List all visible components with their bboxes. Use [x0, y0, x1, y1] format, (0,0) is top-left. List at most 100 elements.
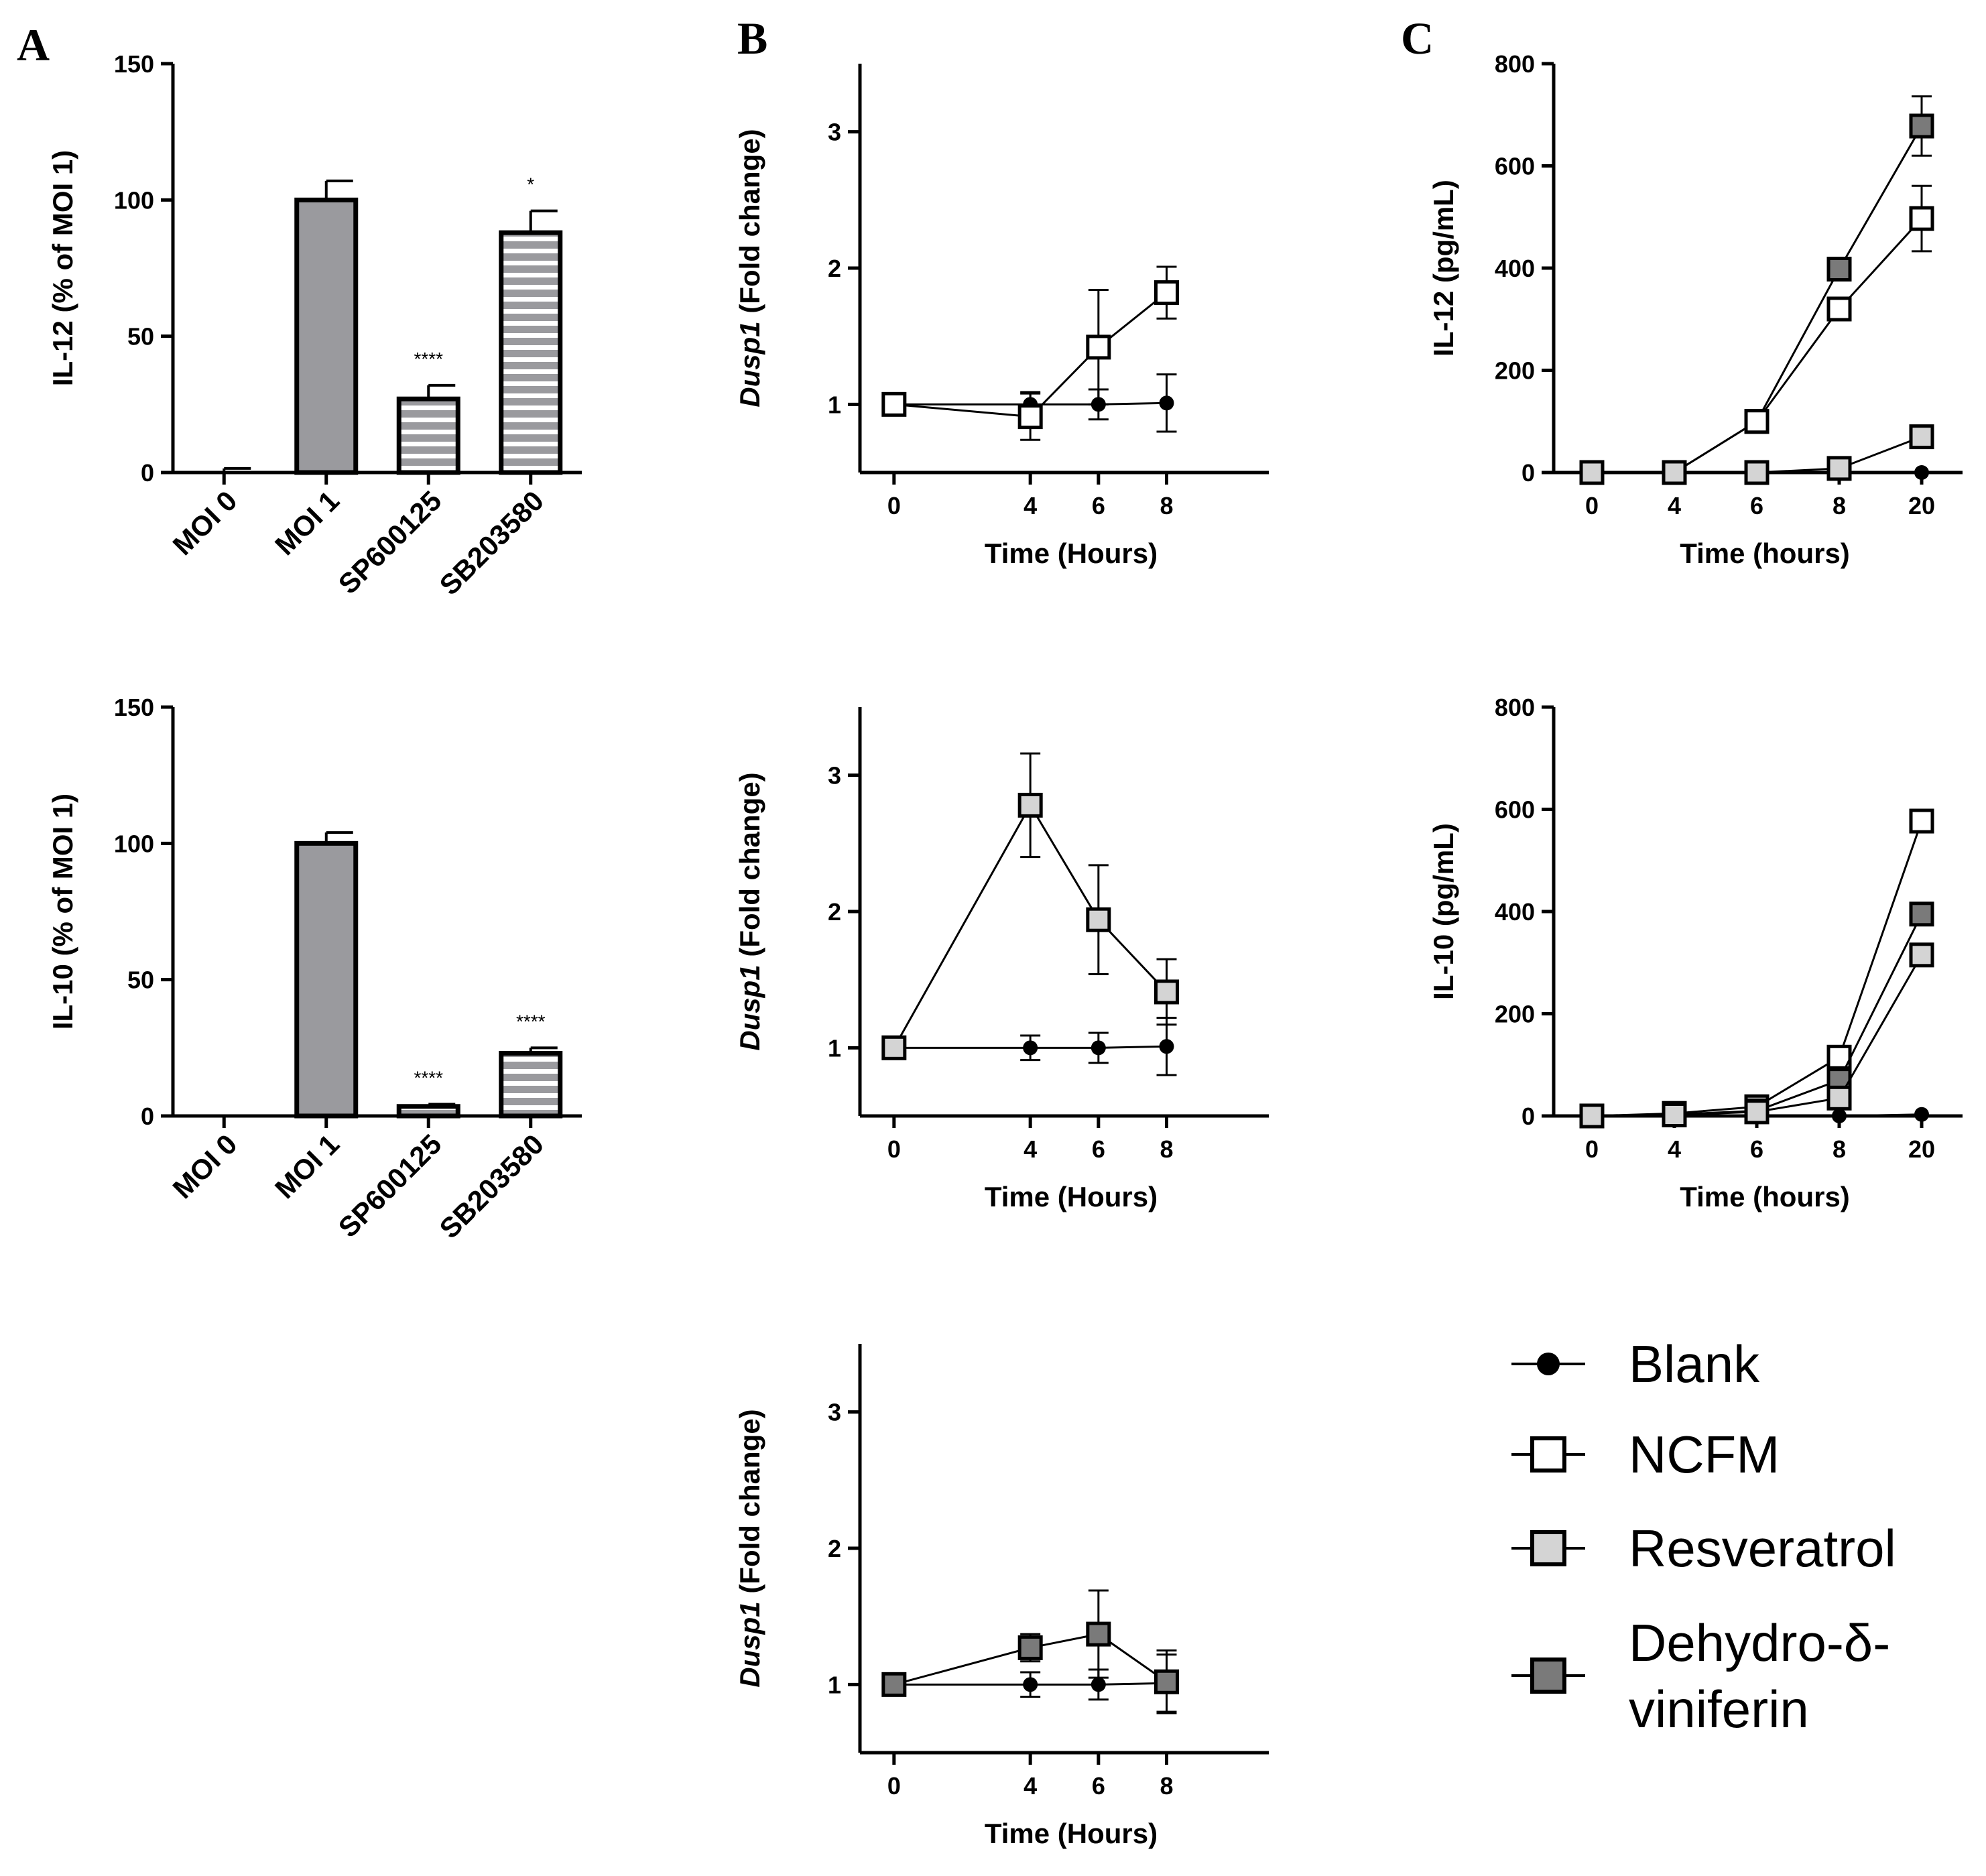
c1-x-tick-label-4: 20 [1908, 492, 1935, 519]
b1-x-tick-label-2: 6 [1092, 492, 1105, 519]
b3-x-tick-label-3: 8 [1160, 1772, 1173, 1800]
c2-y-axis-label: IL-10 (pg/mL) [1428, 823, 1459, 1000]
c1-x-tick-label-1: 4 [1668, 492, 1681, 519]
a2-x-tick-label-1: MOI 1 [269, 1128, 345, 1204]
b1-y-tick-label-0: 1 [828, 391, 841, 418]
b3-y-tick-label-0: 1 [828, 1671, 841, 1698]
c2-y-tick-label-1: 200 [1495, 1001, 1535, 1028]
a2-bar-3 [499, 1050, 563, 1119]
b2-x-tick-label-2: 6 [1092, 1135, 1105, 1163]
a2-x-tick-label-3: SB203580 [434, 1128, 550, 1245]
a2-y-tick-label-0: 0 [141, 1103, 154, 1130]
b3-y-axis-label-unit: (Fold change) [734, 1409, 765, 1601]
b3-x-tick-label-1: 4 [1023, 1772, 1037, 1800]
legend: Blank NCFM Resveratrol Dehydro-δ- vinife… [1511, 1334, 1896, 1739]
a2-y-tick-label-1: 50 [127, 966, 154, 994]
b1-ncfm-line [893, 292, 1168, 418]
b1-blank-line [893, 401, 1167, 405]
c1-resveratrol-point-0 [1579, 460, 1605, 485]
c2-x-tick-label-4: 20 [1908, 1135, 1935, 1163]
c1-dehydro-point-3 [1826, 257, 1852, 282]
c1-y-tick-label-2: 400 [1495, 255, 1535, 282]
c1-x-tick-label-3: 8 [1833, 492, 1846, 519]
b3-blank-point-2 [1091, 1677, 1106, 1692]
c2-x-axis-label: Time (hours) [1680, 1181, 1850, 1212]
b2-blank-point-2 [1091, 1040, 1106, 1056]
b3-y-axis-label-gene: Dusp1 [734, 1601, 765, 1687]
b2-blank-line [893, 1045, 1167, 1049]
panel-letter-c: C [1401, 13, 1434, 64]
b2-x-tick-label-0: 0 [887, 1135, 901, 1163]
b2-resveratrol-point-1 [1017, 792, 1043, 818]
legend-marker-resveratrol [1530, 1530, 1566, 1566]
a1-x-tick-label-0: MOI 0 [167, 485, 243, 561]
a1-y-tick-label-1: 50 [127, 323, 154, 351]
c1-resveratrol-point-3 [1826, 456, 1852, 481]
b2-blank-point-3 [1159, 1039, 1174, 1054]
a1-y-tick-label-0: 0 [141, 459, 154, 487]
legend-label-dehydro-line1: Dehydro-δ- [1629, 1613, 1890, 1672]
b2-y-tick-label-2: 3 [828, 762, 841, 790]
b1-x-axis-label: Time (Hours) [985, 538, 1158, 569]
b1-x-tick-label-3: 8 [1160, 492, 1173, 519]
c2-resveratrol-line [1591, 954, 1923, 1117]
c1-y-tick-label-3: 600 [1495, 153, 1535, 180]
b1-y-axis-label-gene: Dusp1 [734, 321, 765, 407]
b1-blank-point-3 [1159, 395, 1174, 411]
c1-ncfm-point-2 [1744, 409, 1770, 434]
c1-y-axis-label: IL-12 (pg/mL) [1428, 180, 1459, 357]
a1-y-tick-label-3: 150 [114, 50, 154, 78]
b2-y-axis-label-unit: (Fold change) [734, 772, 765, 964]
b3-y-axis-label: Dusp1 (Fold change) [734, 1409, 765, 1687]
c2-x-tick-label-2: 6 [1750, 1135, 1763, 1163]
b3-dehydro-point-3 [1154, 1669, 1179, 1694]
a1-bar-2 [396, 396, 460, 475]
b2-blank-point-1 [1023, 1040, 1038, 1056]
c1-resveratrol-point-1 [1662, 460, 1687, 485]
a1-x-tick-label-2: SP600125 [332, 485, 448, 600]
c1-y-tick-label-1: 200 [1495, 357, 1535, 385]
b2-x-tick-label-3: 8 [1160, 1135, 1173, 1163]
b2-resveratrol-line [893, 803, 1168, 1049]
c1-ncfm-point-4 [1909, 206, 1934, 231]
legend-item-resveratrol: Resveratrol [1511, 1519, 1896, 1578]
b1-ncfm-point-2 [1086, 334, 1111, 360]
c2-dehydro-point-4 [1909, 901, 1934, 927]
chart-a2-il10-bar: 0 50 100 150 IL-10 (% of MOI 1) MOI 0 MOI 1SP6… [47, 694, 582, 1245]
b3-dehydro-point-0 [881, 1672, 907, 1697]
a2-significance-2: **** [414, 1068, 443, 1088]
b2-x-axis-label: Time (Hours) [985, 1181, 1158, 1212]
c2-x-tick-label-1: 4 [1668, 1135, 1681, 1163]
b3-dehydro-line [893, 1633, 1168, 1686]
c2-dehydro-line [1591, 914, 1923, 1117]
b3-x-tick-label-0: 0 [887, 1772, 901, 1800]
c2-ncfm-line [1591, 820, 1923, 1117]
c1-y-tick-label-0: 0 [1522, 459, 1535, 487]
b2-y-axis-label-gene: Dusp1 [734, 964, 765, 1050]
c2-resveratrol-point-1 [1662, 1102, 1687, 1127]
legend-marker-dehydro [1530, 1658, 1566, 1694]
legend-item-blank: Blank [1511, 1334, 1760, 1393]
b1-y-axis-label: Dusp1 (Fold change) [734, 129, 765, 407]
b2-y-tick-label-1: 2 [828, 898, 841, 926]
b1-ncfm-point-1 [1017, 404, 1043, 430]
c1-resveratrol-point-4 [1909, 424, 1934, 450]
b1-ncfm-point-0 [881, 391, 907, 417]
a1-bar-1 [294, 197, 359, 475]
b1-ncfm-point-3 [1154, 280, 1179, 306]
a2-bar-1 [294, 840, 359, 1119]
c1-y-tick-label-4: 800 [1495, 50, 1535, 78]
c1-resveratrol-point-2 [1744, 460, 1770, 485]
c2-x-tick-label-3: 8 [1833, 1135, 1846, 1163]
b3-dehydro-point-1 [1017, 1635, 1043, 1660]
c2-resveratrol-point-2 [1744, 1099, 1770, 1125]
legend-item-ncfm: NCFM [1511, 1425, 1780, 1484]
c1-ncfm-line [1592, 218, 1923, 474]
c1-blank-point-4 [1914, 465, 1929, 480]
b1-y-tick-label-1: 2 [828, 255, 841, 282]
legend-marker-ncfm [1530, 1436, 1566, 1473]
b2-resveratrol-point-3 [1154, 979, 1179, 1005]
c2-x-tick-label-0: 0 [1585, 1135, 1599, 1163]
